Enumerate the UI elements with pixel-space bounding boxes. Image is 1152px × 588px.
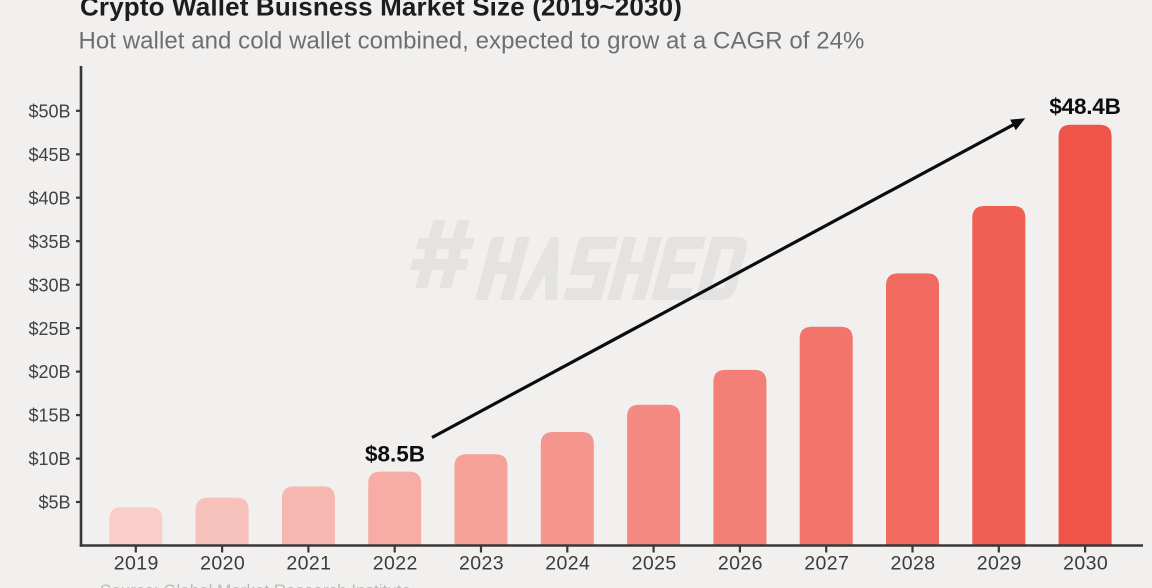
svg-text:$50B: $50B <box>28 101 70 121</box>
svg-text:$25B: $25B <box>28 319 70 339</box>
svg-text:$40B: $40B <box>28 188 70 208</box>
svg-text:$20B: $20B <box>28 362 70 382</box>
svg-text:Source: Global Market Research: Source: Global Market Research Institute <box>100 581 411 588</box>
svg-text:2019: 2019 <box>114 553 159 575</box>
svg-text:$15B: $15B <box>28 406 70 426</box>
svg-text:$35B: $35B <box>28 232 70 252</box>
svg-text:2024: 2024 <box>545 553 590 575</box>
svg-text:$5B: $5B <box>38 493 70 513</box>
svg-text:$30B: $30B <box>28 275 70 295</box>
svg-text:2020: 2020 <box>200 553 245 575</box>
svg-text:2029: 2029 <box>977 553 1022 575</box>
svg-text:$10B: $10B <box>28 449 70 469</box>
svg-text:$48.4B: $48.4B <box>1049 94 1120 119</box>
svg-text:Hot wallet and cold wallet com: Hot wallet and cold wallet combined, exp… <box>79 27 865 54</box>
svg-text:2027: 2027 <box>804 553 849 575</box>
svg-text:2028: 2028 <box>891 553 936 575</box>
svg-text:2021: 2021 <box>286 553 331 575</box>
svg-text:Crypto Wallet Buisness Market: Crypto Wallet Buisness Market Size (2019… <box>80 0 682 22</box>
svg-text:$45B: $45B <box>28 145 70 165</box>
svg-text:2022: 2022 <box>373 553 418 575</box>
svg-text:$8.5B: $8.5B <box>365 442 425 467</box>
svg-text:2023: 2023 <box>459 553 504 575</box>
svg-text:2030: 2030 <box>1063 553 1108 575</box>
svg-text:2026: 2026 <box>718 553 763 575</box>
svg-text:2025: 2025 <box>632 553 677 575</box>
